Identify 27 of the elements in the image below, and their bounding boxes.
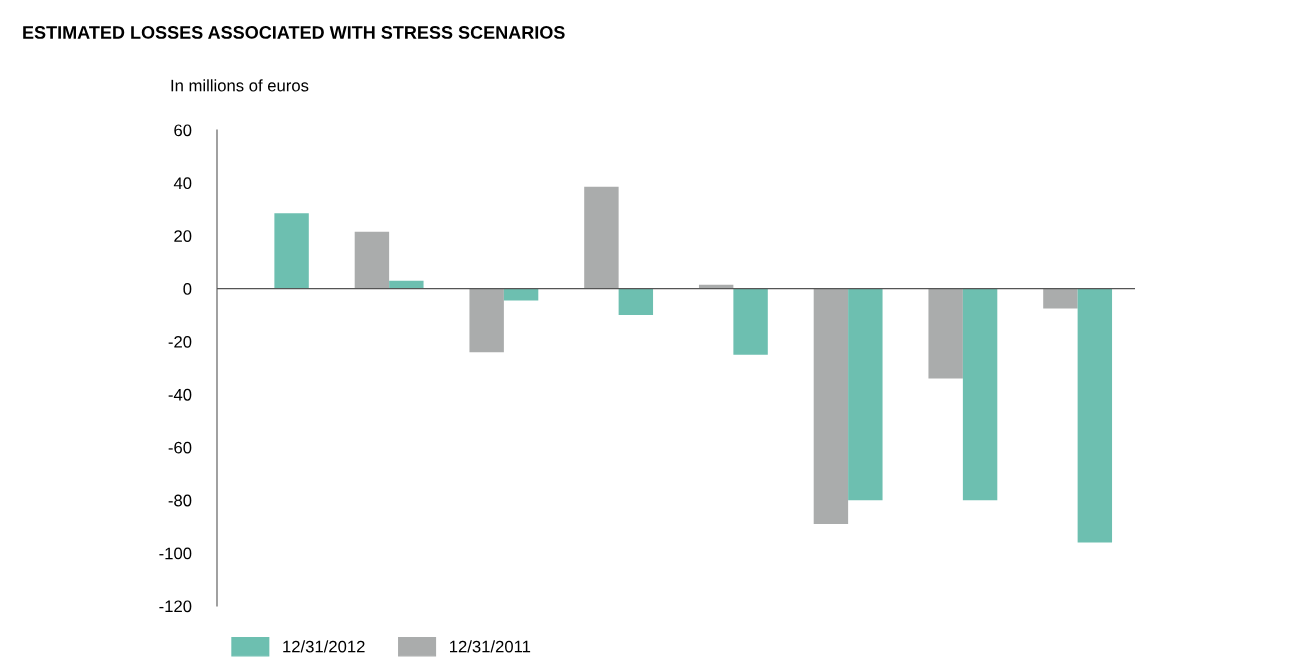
- bar: [848, 288, 883, 501]
- legend-label: 12/31/2011: [450, 640, 531, 653]
- bar: [928, 288, 963, 379]
- chart-title: ESTIMATED LOSSES ASSOCIATED WITH STRESS SCENARIOS: [23, 26, 565, 39]
- y-tick-label: -60: [168, 441, 192, 454]
- bar: [1077, 288, 1113, 543]
- bar: [618, 288, 654, 316]
- bar: [1043, 288, 1078, 309]
- y-tick-label: 0: [183, 283, 192, 295]
- legend-label: 12/31/2012: [283, 640, 365, 653]
- y-axis-title: In millions of euros: [171, 79, 309, 92]
- y-tick-label: -40: [168, 388, 192, 401]
- bar: [584, 186, 619, 289]
- y-tick-label: 20: [174, 230, 192, 242]
- y-tick-label: -20: [168, 335, 192, 348]
- bar: [354, 231, 390, 289]
- bar: [469, 288, 504, 353]
- y-tick-label: -120: [159, 600, 192, 613]
- bar: [733, 288, 768, 355]
- y-tick-label: 40: [173, 177, 192, 190]
- bar: [274, 213, 309, 289]
- y-tick-label: -80: [168, 494, 192, 507]
- y-tick-label: -100: [159, 547, 192, 560]
- bar: [962, 288, 998, 501]
- bar: [503, 288, 539, 301]
- bar: [813, 288, 849, 525]
- y-tick-label: 60: [174, 124, 192, 137]
